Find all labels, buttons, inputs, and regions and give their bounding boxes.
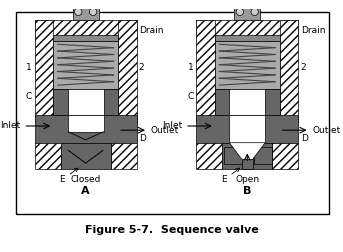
Bar xyxy=(229,115,265,143)
Text: Outlet: Outlet xyxy=(312,126,341,135)
Bar xyxy=(53,41,118,89)
Bar xyxy=(35,20,137,41)
Circle shape xyxy=(90,8,97,15)
Bar xyxy=(280,20,298,122)
Bar xyxy=(255,147,272,164)
Bar xyxy=(104,89,118,115)
Bar xyxy=(229,89,265,115)
Text: Open: Open xyxy=(235,175,259,184)
Bar xyxy=(53,35,118,41)
Text: D: D xyxy=(140,134,146,143)
Text: Inlet: Inlet xyxy=(162,121,182,131)
Bar xyxy=(215,89,229,115)
Bar xyxy=(68,115,104,132)
Text: D: D xyxy=(301,134,308,143)
Bar xyxy=(16,12,329,214)
Text: 2: 2 xyxy=(139,62,144,72)
Bar xyxy=(68,89,104,115)
Polygon shape xyxy=(229,143,265,160)
Text: Outlet: Outlet xyxy=(151,126,179,135)
Text: Drain: Drain xyxy=(140,26,164,35)
Text: B: B xyxy=(243,186,251,196)
Bar xyxy=(234,7,260,20)
Bar xyxy=(196,115,298,143)
Circle shape xyxy=(74,8,82,15)
Bar xyxy=(224,147,242,164)
Circle shape xyxy=(251,8,258,15)
Bar xyxy=(242,143,253,169)
Text: 2: 2 xyxy=(300,62,306,72)
Text: Figure 5-7.  Sequence valve: Figure 5-7. Sequence valve xyxy=(85,225,259,235)
Text: 1: 1 xyxy=(26,62,32,72)
Text: C: C xyxy=(26,92,32,101)
Bar xyxy=(196,143,222,169)
Bar xyxy=(196,20,298,41)
Bar xyxy=(53,89,118,115)
Text: E: E xyxy=(60,168,78,184)
Bar xyxy=(265,89,280,115)
Bar xyxy=(196,20,215,122)
Bar xyxy=(215,35,280,41)
Bar xyxy=(272,143,298,169)
Text: 1: 1 xyxy=(188,62,193,72)
Bar xyxy=(35,143,61,169)
Text: E: E xyxy=(221,168,240,184)
Bar xyxy=(111,143,137,169)
Bar xyxy=(53,89,68,115)
Text: Inlet: Inlet xyxy=(0,121,21,131)
Text: Closed: Closed xyxy=(70,175,101,184)
Bar xyxy=(61,143,111,169)
Bar xyxy=(35,115,137,143)
Text: Drain: Drain xyxy=(301,26,326,35)
Bar xyxy=(215,41,280,89)
Bar xyxy=(118,20,137,122)
Text: A: A xyxy=(81,186,90,196)
Bar xyxy=(73,7,99,20)
Bar xyxy=(222,143,272,169)
Bar xyxy=(35,20,53,122)
Bar xyxy=(215,89,280,115)
Text: C: C xyxy=(187,92,193,101)
Circle shape xyxy=(236,8,244,15)
